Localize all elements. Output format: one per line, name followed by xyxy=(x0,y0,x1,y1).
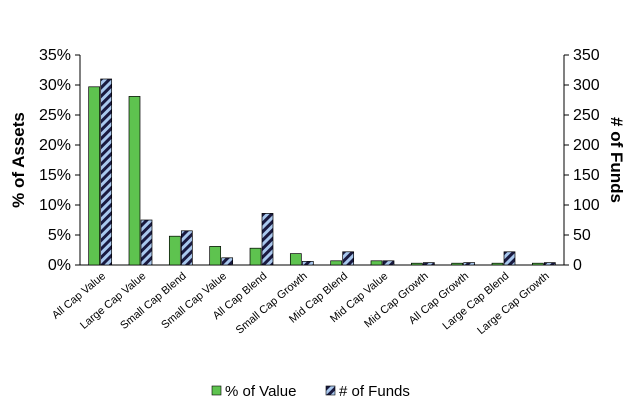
left-tick-label: 10% xyxy=(39,197,71,214)
bar-value xyxy=(531,262,544,266)
bar-value xyxy=(410,262,423,266)
bar-funds xyxy=(221,257,234,266)
right-tick-label: 150 xyxy=(573,167,600,184)
bar-funds xyxy=(503,251,516,266)
bars xyxy=(88,78,556,266)
legend: % of Value # of Funds xyxy=(211,383,410,400)
bar-value xyxy=(168,235,181,266)
legend-label-funds: # of Funds xyxy=(339,383,410,400)
bar-value xyxy=(209,246,222,266)
bar-value xyxy=(289,253,302,266)
bar-funds xyxy=(422,262,435,266)
bar-funds xyxy=(543,262,556,266)
left-axis-title: % of Assets xyxy=(9,112,28,208)
left-tick-label: 25% xyxy=(39,107,71,124)
right-tick-label: 200 xyxy=(573,137,600,154)
legend-label-value: % of Value xyxy=(225,383,296,400)
left-tick-label: 0% xyxy=(48,257,71,274)
bar-funds xyxy=(100,78,113,266)
right-tick-label: 250 xyxy=(573,107,600,124)
legend-swatch-funds xyxy=(325,385,336,396)
bar-funds xyxy=(180,230,193,266)
left-axis-ticks: 0% 5% 10% 15% 20% 25% 30% 35% xyxy=(39,47,80,274)
bar-value xyxy=(491,262,504,266)
right-axis-title: # of Funds xyxy=(607,117,626,203)
right-tick-label: 350 xyxy=(573,47,600,64)
right-tick-label: 100 xyxy=(573,197,600,214)
bar-value xyxy=(249,247,262,266)
left-tick-label: 5% xyxy=(48,227,71,244)
bar-value xyxy=(88,86,101,266)
right-axis-ticks: 0 50 100 150 200 250 300 350 xyxy=(564,47,600,274)
category-label: Large Cap Growth xyxy=(475,270,552,337)
right-tick-label: 300 xyxy=(573,77,600,94)
bar-value xyxy=(128,96,141,266)
left-tick-label: 30% xyxy=(39,77,71,94)
bar-value xyxy=(451,262,464,266)
bar-funds xyxy=(463,262,476,266)
axes xyxy=(79,55,565,266)
left-tick-label: 35% xyxy=(39,47,71,64)
right-tick-label: 50 xyxy=(573,227,591,244)
bar-funds xyxy=(301,261,314,266)
bar-funds xyxy=(382,260,395,266)
left-tick-label: 20% xyxy=(39,137,71,154)
category-label: Small Cap Growth xyxy=(234,270,310,337)
legend-swatch-value xyxy=(211,385,222,396)
bar-funds xyxy=(261,213,274,266)
bar-funds xyxy=(140,219,153,266)
right-tick-label: 0 xyxy=(573,257,582,274)
bar-value xyxy=(370,260,383,266)
left-tick-label: 15% xyxy=(39,167,71,184)
bar-funds xyxy=(342,251,355,266)
bar-value xyxy=(330,260,343,266)
